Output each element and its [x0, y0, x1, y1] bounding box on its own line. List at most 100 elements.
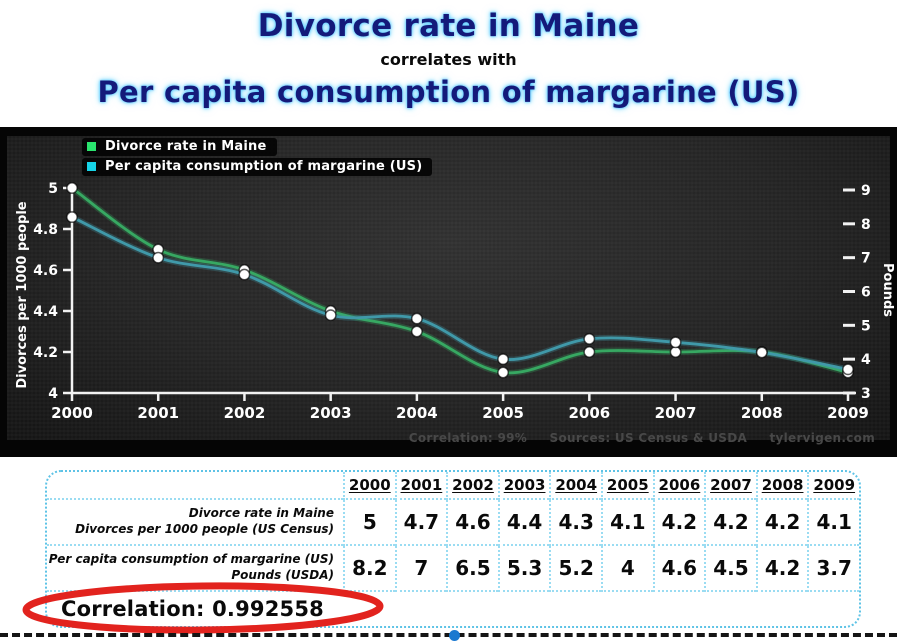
- chart-legend: Divorce rate in Maine Per capita consump…: [82, 138, 433, 178]
- x-axis-year-label: 2005: [482, 404, 524, 422]
- page-subtitle: Per capita consumption of margarine (US): [97, 75, 800, 109]
- left-axis-tick-label: 5: [48, 181, 58, 197]
- year-header-cell: 2005: [600, 472, 653, 500]
- margarine-series-swatch-icon: [87, 162, 96, 171]
- value-cell: 4.2: [755, 546, 808, 592]
- row-label-sub: Divorces per 1000 people (US Census): [75, 522, 334, 536]
- year-header-cell: 2006: [652, 472, 705, 500]
- data-table: Correlation: 0.992558 2000 2001 2002 2003 20…: [22, 470, 861, 634]
- data-point-marker: [497, 366, 510, 379]
- value-cell: 4.7: [394, 500, 447, 546]
- value-cell: 3.7: [807, 546, 859, 592]
- x-axis-year-label: 2002: [224, 404, 266, 422]
- right-axis-tick-label: 5: [861, 318, 871, 334]
- data-point-marker: [410, 312, 423, 325]
- line-chart: 5 4.8 4.6 4.4 4.2 4 9 8 7 6 5 4 3 2000 2001 2002 2003 200…: [15, 181, 895, 422]
- value-cell: 4.1: [600, 500, 653, 546]
- title-connector: correlates with: [380, 50, 517, 69]
- right-axis-tick-label: 7: [861, 251, 871, 267]
- blue-dot: [449, 630, 460, 641]
- bottom-dashed-divider: [0, 633, 897, 637]
- x-axis-year-label: 2007: [655, 404, 697, 422]
- value-cell: 6.5: [446, 546, 498, 592]
- value-cell: 4.2: [652, 500, 705, 546]
- row-label-main: Divorce rate in Maine: [188, 506, 334, 521]
- year-header-cell: 2004: [549, 472, 601, 500]
- divorce-line: [70, 186, 850, 375]
- data-point-marker: [66, 211, 78, 224]
- title-block: Divorce rate in Maine correlates with Pe…: [0, 8, 897, 109]
- chart-panel: 5 4.8 4.6 4.4 4.2 4 9 8 7 6 5 4 3 2000 2001 2002 2003 200…: [0, 127, 897, 457]
- correlation-value: Correlation: 0.992558: [61, 597, 324, 621]
- data-point-marker: [669, 346, 682, 358]
- red-oval-annotation: [22, 582, 384, 634]
- value-cell: 8.2: [343, 546, 395, 592]
- row-label-main: Per capita consumption of margarine (US): [48, 552, 334, 567]
- value-cell: 4.1: [807, 500, 859, 546]
- x-axis-year-label: 2008: [741, 404, 783, 422]
- data-point-marker: [410, 325, 423, 338]
- data-point-marker: [583, 332, 596, 345]
- year-header-cell: 2007: [704, 472, 756, 500]
- left-axis-tick-label: 4.8: [33, 222, 58, 238]
- legend-item-margarine: Per capita consumption of margarine (US): [82, 158, 433, 176]
- value-cell: 4: [600, 546, 653, 592]
- left-axis-tick-label: 4.4: [33, 304, 58, 320]
- x-axis-year-label: 2006: [568, 404, 610, 422]
- data-point-marker: [238, 268, 251, 281]
- right-axis-tick-label: 4: [861, 352, 871, 368]
- page-title: Divorce rate in Maine: [257, 8, 640, 44]
- year-header-cell: 2009: [807, 472, 859, 500]
- x-axis-year-label: 2004: [396, 404, 438, 422]
- x-axis-year-label: 2001: [137, 404, 179, 422]
- value-cell: 5.3: [497, 546, 550, 592]
- value-cell: 4.6: [652, 546, 705, 592]
- year-header-cell: 2008: [755, 472, 808, 500]
- x-axis-year-label: 2009: [827, 404, 869, 422]
- value-cell: 5.2: [549, 546, 601, 592]
- left-axis-tick-label: 4.2: [33, 345, 58, 361]
- row-label-cell: Divorce rate in Maine Divorces per 1000 p…: [47, 500, 343, 546]
- legend-label-divorce: Divorce rate in Maine: [105, 139, 267, 154]
- data-point-marker: [497, 353, 510, 366]
- value-cell: 4.5: [704, 546, 756, 592]
- value-cell: 5: [343, 500, 395, 546]
- data-point-marker: [669, 336, 682, 349]
- data-point-marker: [66, 182, 78, 194]
- right-axis-title: Pounds: [880, 263, 895, 317]
- left-axis-title: Divorces per 1000 people: [15, 201, 30, 388]
- plot-background: [7, 136, 890, 440]
- value-cell: 4.3: [549, 500, 601, 546]
- data-point-marker: [152, 251, 165, 264]
- right-axis-tick-label: 3: [861, 386, 871, 402]
- right-axis-tick-label: 6: [861, 285, 871, 301]
- year-header-cell: 2003: [497, 472, 550, 500]
- data-point-marker: [842, 363, 854, 376]
- year-header-cell: 2001: [394, 472, 447, 500]
- table-corner-cell: [47, 472, 343, 500]
- divorce-series-swatch-icon: [87, 142, 96, 151]
- left-axis-tick-label: 4: [48, 386, 58, 402]
- data-point-marker: [583, 346, 596, 358]
- right-axis-tick-label: 8: [861, 217, 871, 233]
- x-axis-year-label: 2003: [310, 404, 352, 422]
- value-cell: 4.2: [755, 500, 808, 546]
- data-point-marker: [324, 309, 337, 322]
- margarine-line: [70, 215, 850, 371]
- row-label-sub: Pounds (USDA): [231, 568, 334, 582]
- chart-footer-credits: Correlation: 99% Sources: US Census & US…: [408, 431, 875, 445]
- legend-item-divorce: Divorce rate in Maine: [82, 138, 277, 156]
- row-label-cell: Per capita consumption of margarine (US)…: [47, 546, 343, 592]
- value-cell: 4.4: [497, 500, 550, 546]
- value-cell: 4.2: [704, 500, 756, 546]
- year-header-cell: 2002: [446, 472, 498, 500]
- right-axis-tick-label: 9: [861, 183, 871, 199]
- value-cell: 7: [394, 546, 447, 592]
- left-axis-tick-label: 4.6: [33, 263, 58, 279]
- data-point-marker: [755, 346, 768, 359]
- value-cell: 4.6: [446, 500, 498, 546]
- x-axis-year-label: 2000: [51, 404, 93, 422]
- correlation-row: Correlation: 0.992558: [22, 582, 859, 634]
- year-header-cell: 2000: [343, 472, 395, 500]
- legend-label-margarine: Per capita consumption of margarine (US): [105, 159, 423, 174]
